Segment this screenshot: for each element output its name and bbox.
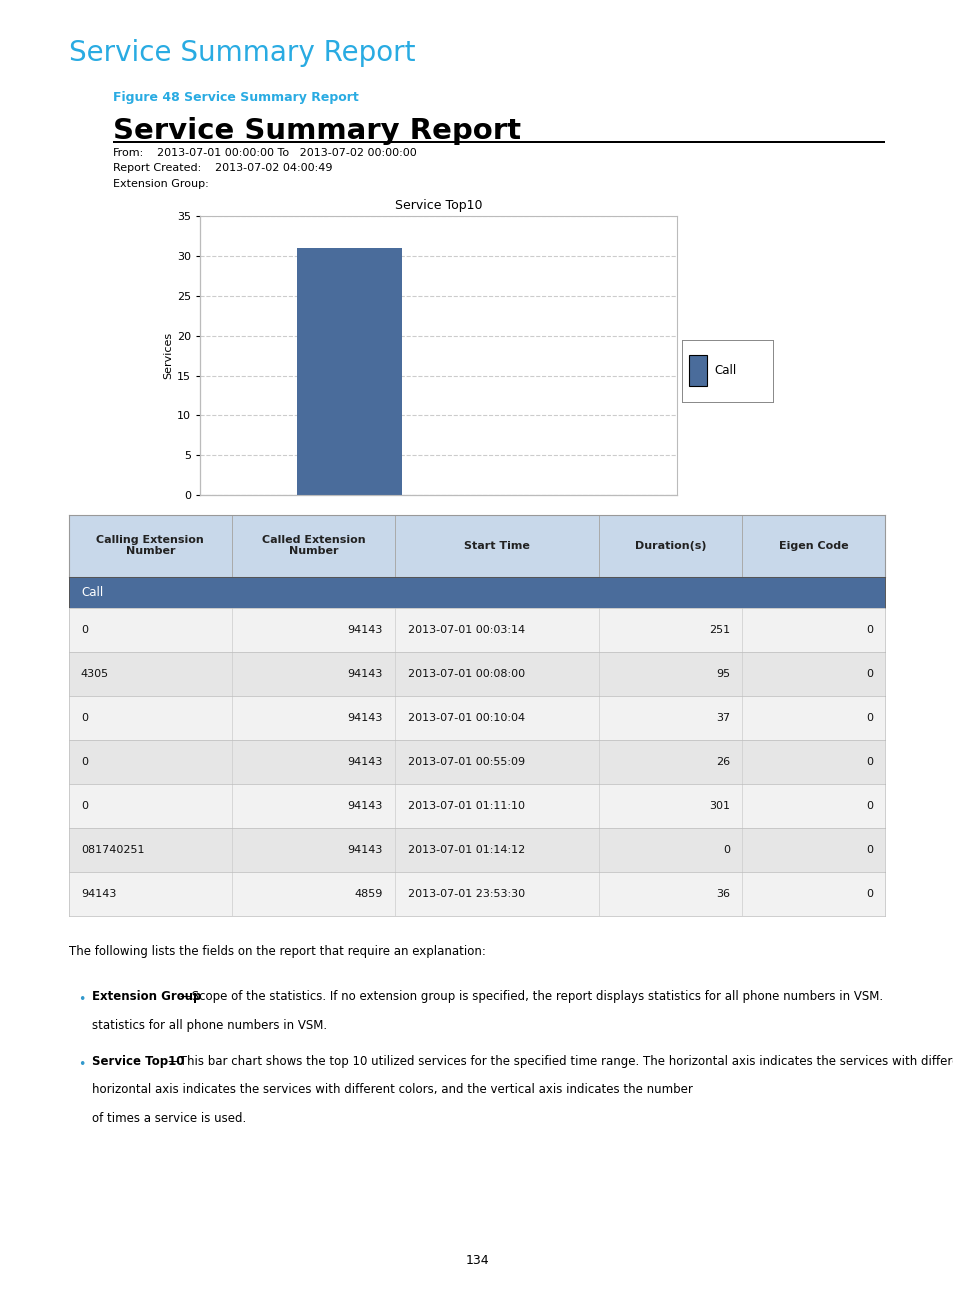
Text: Calling Extension
Number: Calling Extension Number xyxy=(96,535,204,556)
Text: 301: 301 xyxy=(708,801,729,811)
Text: Service Summary Report: Service Summary Report xyxy=(69,39,415,67)
Text: 2013-07-01 23:53:30: 2013-07-01 23:53:30 xyxy=(407,889,524,899)
Text: 0: 0 xyxy=(865,757,872,767)
Text: 4859: 4859 xyxy=(355,889,383,899)
Text: Service Summary Report: Service Summary Report xyxy=(112,117,520,145)
Text: 2013-07-02 04:00:49: 2013-07-02 04:00:49 xyxy=(214,163,332,174)
Text: 94143: 94143 xyxy=(347,801,383,811)
Text: 134: 134 xyxy=(465,1255,488,1267)
Text: 2013-07-01 01:14:12: 2013-07-01 01:14:12 xyxy=(407,845,524,855)
Text: 0: 0 xyxy=(81,625,88,635)
Text: 94143: 94143 xyxy=(347,625,383,635)
Text: 26: 26 xyxy=(716,757,729,767)
Text: 2013-07-01 00:55:09: 2013-07-01 00:55:09 xyxy=(407,757,524,767)
Text: Call: Call xyxy=(714,364,737,377)
FancyBboxPatch shape xyxy=(689,355,707,386)
Text: of times a service is used.: of times a service is used. xyxy=(91,1112,246,1125)
Text: From:: From: xyxy=(112,148,144,158)
Text: Service Top10: Service Top10 xyxy=(91,1055,184,1068)
Text: 2013-07-01 00:08:00: 2013-07-01 00:08:00 xyxy=(407,669,524,679)
Text: Figure 48 Service Summary Report: Figure 48 Service Summary Report xyxy=(112,91,358,104)
Text: Start Time: Start Time xyxy=(464,540,530,551)
Text: 94143: 94143 xyxy=(81,889,116,899)
Text: 0: 0 xyxy=(81,801,88,811)
Text: •: • xyxy=(78,1058,86,1070)
Text: 2013-07-01 00:00:00 To   2013-07-02 00:00:00: 2013-07-01 00:00:00 To 2013-07-02 00:00:… xyxy=(157,148,416,158)
Text: 37: 37 xyxy=(716,713,729,723)
Text: —Scope of the statistics. If no extension group is specified, the report display: —Scope of the statistics. If no extensio… xyxy=(179,990,882,1003)
Text: Extension Group: Extension Group xyxy=(91,990,201,1003)
Text: 0: 0 xyxy=(865,713,872,723)
Bar xyxy=(297,249,401,495)
Text: 94143: 94143 xyxy=(347,845,383,855)
Text: 4305: 4305 xyxy=(81,669,109,679)
Text: •: • xyxy=(78,993,86,1006)
Text: 95: 95 xyxy=(716,669,729,679)
Text: 0: 0 xyxy=(865,889,872,899)
Text: 0: 0 xyxy=(865,669,872,679)
Text: Extension Group:: Extension Group: xyxy=(112,179,208,189)
Text: 0: 0 xyxy=(865,625,872,635)
Text: Report Created:: Report Created: xyxy=(112,163,201,174)
Text: Eigen Code: Eigen Code xyxy=(779,540,848,551)
Text: Called Extension
Number: Called Extension Number xyxy=(261,535,365,556)
Text: 0: 0 xyxy=(81,713,88,723)
Text: 081740251: 081740251 xyxy=(81,845,144,855)
Text: 0: 0 xyxy=(865,845,872,855)
Text: 94143: 94143 xyxy=(347,757,383,767)
Text: statistics for all phone numbers in VSM.: statistics for all phone numbers in VSM. xyxy=(91,1019,326,1032)
Text: 94143: 94143 xyxy=(347,669,383,679)
Text: 0: 0 xyxy=(865,801,872,811)
Text: 0: 0 xyxy=(722,845,729,855)
Text: horizontal axis indicates the services with different colors, and the vertical a: horizontal axis indicates the services w… xyxy=(91,1083,692,1096)
Text: The following lists the fields on the report that require an explanation:: The following lists the fields on the re… xyxy=(69,945,485,958)
Text: 2013-07-01 00:03:14: 2013-07-01 00:03:14 xyxy=(407,625,524,635)
Text: —This bar chart shows the top 10 utilized services for the specified time range.: —This bar chart shows the top 10 utilize… xyxy=(168,1055,953,1068)
Text: 251: 251 xyxy=(708,625,729,635)
Text: 2013-07-01 01:11:10: 2013-07-01 01:11:10 xyxy=(407,801,524,811)
Title: Service Top10: Service Top10 xyxy=(395,200,482,213)
Text: Duration(s): Duration(s) xyxy=(635,540,706,551)
Y-axis label: Services: Services xyxy=(163,332,172,380)
Text: 94143: 94143 xyxy=(347,713,383,723)
Text: 2013-07-01 00:10:04: 2013-07-01 00:10:04 xyxy=(407,713,524,723)
Text: 0: 0 xyxy=(81,757,88,767)
Text: 36: 36 xyxy=(716,889,729,899)
Text: Call: Call xyxy=(81,586,103,599)
